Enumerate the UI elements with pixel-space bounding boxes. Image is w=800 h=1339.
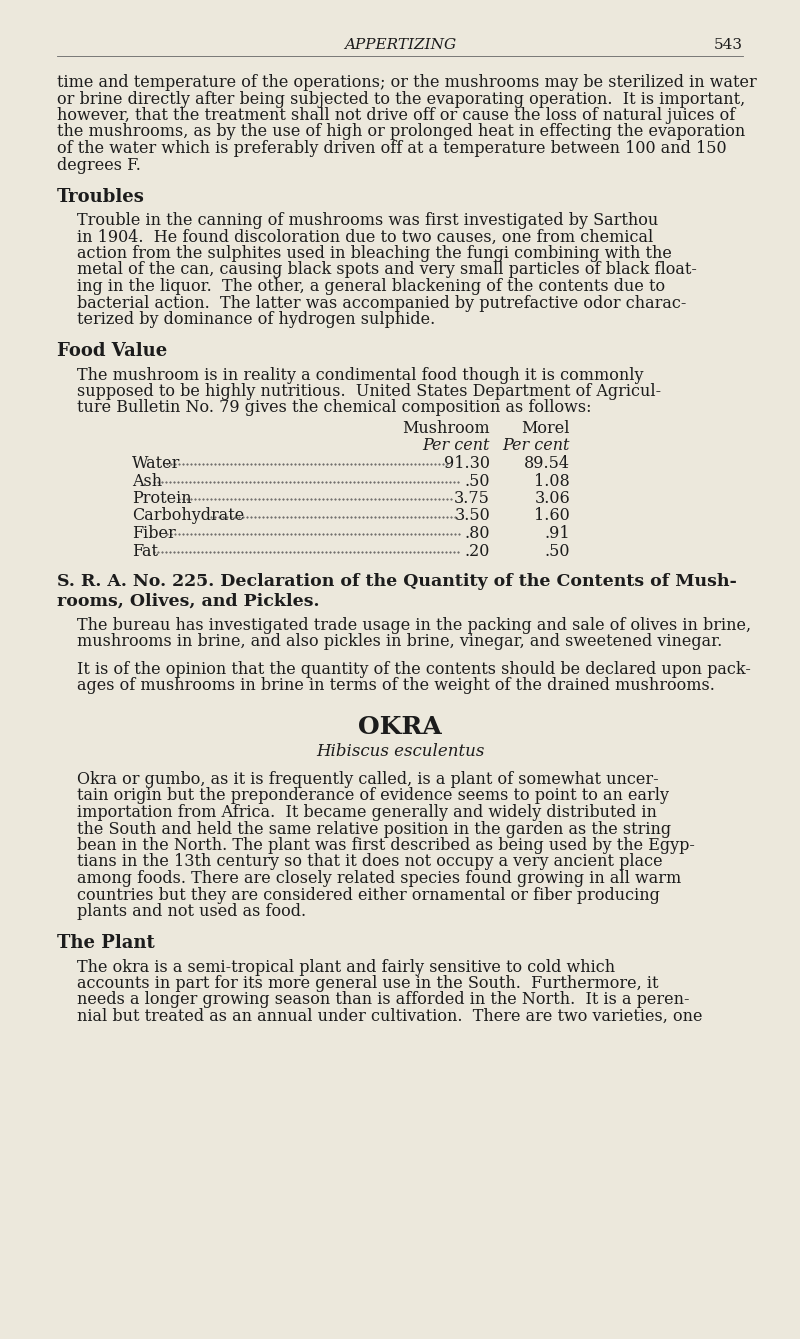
Text: tians in the 13th century so that it does not occupy a very ancient place: tians in the 13th century so that it doe…: [77, 853, 662, 870]
Text: supposed to be highly nutritious.  United States Department of Agricul-: supposed to be highly nutritious. United…: [77, 383, 661, 400]
Text: Per cent: Per cent: [502, 437, 570, 454]
Text: 3.06: 3.06: [534, 490, 570, 507]
Text: bacterial action.  The latter was accompanied by putrefactive odor charac-: bacterial action. The latter was accompa…: [77, 295, 686, 312]
Text: the South and held the same relative position in the garden as the string: the South and held the same relative pos…: [77, 821, 671, 837]
Text: .50: .50: [545, 542, 570, 560]
Text: The mushroom is in reality a condimental food though it is commonly: The mushroom is in reality a condimental…: [77, 367, 643, 383]
Text: .91: .91: [544, 525, 570, 542]
Text: Water: Water: [132, 455, 180, 473]
Text: importation from Africa.  It became generally and widely distributed in: importation from Africa. It became gener…: [77, 803, 657, 821]
Text: the mushrooms, as by the use of high or prolonged heat in effecting the evaporat: the mushrooms, as by the use of high or …: [57, 123, 746, 141]
Text: 1.08: 1.08: [534, 473, 570, 490]
Text: tain origin but the preponderance of evidence seems to point to an early: tain origin but the preponderance of evi…: [77, 787, 669, 805]
Text: bean in the North. The plant was first described as being used by the Egyp-: bean in the North. The plant was first d…: [77, 837, 695, 854]
Text: action from the sulphites used in bleaching the fungi combining with the: action from the sulphites used in bleach…: [77, 245, 672, 262]
Text: Per cent: Per cent: [422, 437, 490, 454]
Text: Food Value: Food Value: [57, 343, 167, 360]
Text: terized by dominance of hydrogen sulphide.: terized by dominance of hydrogen sulphid…: [77, 311, 435, 328]
Text: however, that the treatment shall not drive off or cause the loss of natural jui: however, that the treatment shall not dr…: [57, 107, 735, 125]
Text: Fat: Fat: [132, 542, 158, 560]
Text: ture Bulletin No. 79 gives the chemical composition as follows:: ture Bulletin No. 79 gives the chemical …: [77, 399, 591, 416]
Text: or brine directly after being subjected to the evaporating operation.  It is imp: or brine directly after being subjected …: [57, 91, 746, 107]
Text: 1.60: 1.60: [534, 507, 570, 525]
Text: 3.50: 3.50: [454, 507, 490, 525]
Text: accounts in part for its more general use in the South.  Furthermore, it: accounts in part for its more general us…: [77, 975, 658, 992]
Text: APPERTIZING: APPERTIZING: [344, 37, 456, 52]
Text: Okra or gumbo, as it is frequently called, is a plant of somewhat uncer-: Okra or gumbo, as it is frequently calle…: [77, 771, 658, 787]
Text: ing in the liquor.  The other, a general blackening of the contents due to: ing in the liquor. The other, a general …: [77, 279, 665, 295]
Text: Hibiscus esculentus: Hibiscus esculentus: [316, 743, 484, 761]
Text: of the water which is preferably driven off at a temperature between 100 and 150: of the water which is preferably driven …: [57, 141, 726, 157]
Text: .20: .20: [465, 542, 490, 560]
Text: Fiber: Fiber: [132, 525, 176, 542]
Text: 89.54: 89.54: [524, 455, 570, 473]
Text: The okra is a semi-tropical plant and fairly sensitive to cold which: The okra is a semi-tropical plant and fa…: [77, 959, 615, 976]
Text: plants and not used as food.: plants and not used as food.: [77, 902, 306, 920]
Text: mushrooms in brine, and also pickles in brine, vinegar, and sweetened vinegar.: mushrooms in brine, and also pickles in …: [77, 633, 722, 651]
Text: 543: 543: [714, 37, 743, 52]
Text: Morel: Morel: [522, 420, 570, 437]
Text: countries but they are considered either ornamental or fiber producing: countries but they are considered either…: [77, 886, 660, 904]
Text: ages of mushrooms in brine in terms of the weight of the drained mushrooms.: ages of mushrooms in brine in terms of t…: [77, 678, 715, 695]
Text: degrees F.: degrees F.: [57, 157, 141, 174]
Text: The Plant: The Plant: [57, 935, 154, 952]
Text: It is of the opinion that the quantity of the contents should be declared upon p: It is of the opinion that the quantity o…: [77, 661, 751, 678]
Text: Protein: Protein: [132, 490, 192, 507]
Text: Ash: Ash: [132, 473, 162, 490]
Text: S. R. A. No. 225. Declaration of the Quantity of the Contents of Mush-: S. R. A. No. 225. Declaration of the Qua…: [57, 573, 737, 590]
Text: nial but treated as an annual under cultivation.  There are two varieties, one: nial but treated as an annual under cult…: [77, 1008, 702, 1024]
Text: needs a longer growing season than is afforded in the North.  It is a peren-: needs a longer growing season than is af…: [77, 991, 690, 1008]
Text: 3.75: 3.75: [454, 490, 490, 507]
Text: Trouble in the canning of mushrooms was first investigated by Sarthou: Trouble in the canning of mushrooms was …: [77, 212, 658, 229]
Text: rooms, Olives, and Pickles.: rooms, Olives, and Pickles.: [57, 593, 319, 611]
Text: among foods. There are closely related species found growing in all warm: among foods. There are closely related s…: [77, 870, 682, 886]
Text: The bureau has investigated trade usage in the packing and sale of olives in bri: The bureau has investigated trade usage …: [77, 617, 751, 633]
Text: time and temperature of the operations; or the mushrooms may be sterilized in wa: time and temperature of the operations; …: [57, 74, 757, 91]
Text: OKRA: OKRA: [358, 715, 442, 739]
Text: .80: .80: [465, 525, 490, 542]
Text: Troubles: Troubles: [57, 187, 145, 206]
Text: .50: .50: [465, 473, 490, 490]
Text: Mushroom: Mushroom: [402, 420, 490, 437]
Text: 91.30: 91.30: [444, 455, 490, 473]
Text: metal of the can, causing black spots and very small particles of black float-: metal of the can, causing black spots an…: [77, 261, 697, 279]
Text: Carbohydrate: Carbohydrate: [132, 507, 244, 525]
Text: in 1904.  He found discoloration due to two causes, one from chemical: in 1904. He found discoloration due to t…: [77, 229, 654, 245]
